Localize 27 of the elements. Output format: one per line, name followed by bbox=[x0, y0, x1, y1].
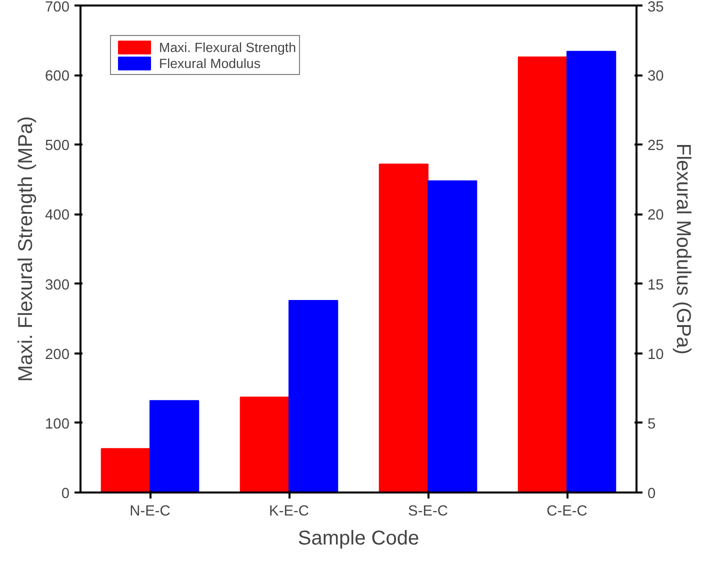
y-tick-label: 100 bbox=[45, 416, 70, 432]
y-tick-label: 300 bbox=[45, 277, 70, 294]
y2-tick-label: 15 bbox=[648, 277, 664, 294]
y-axis-title: Maxi. Flexural Strength (MPa) bbox=[15, 116, 38, 382]
y2-tick-label: 10 bbox=[648, 346, 664, 363]
y2-tick-label: 5 bbox=[648, 416, 656, 432]
legend-label: Flexural Modulus bbox=[159, 55, 260, 71]
bar bbox=[150, 400, 200, 492]
y2-tick-label: 35 bbox=[648, 0, 664, 16]
x-axis-title: Sample Code bbox=[298, 528, 420, 550]
x-tick-label: S-E-C bbox=[408, 504, 448, 520]
y2-axis-title: Flexural Modulus (GPa) bbox=[672, 143, 694, 355]
y-tick-label: 0 bbox=[61, 486, 70, 502]
y2-tick-label: 30 bbox=[648, 68, 664, 85]
y2-tick-label: 0 bbox=[648, 486, 656, 502]
y-tick-label: 200 bbox=[45, 346, 70, 363]
y-tick-label: 500 bbox=[45, 138, 70, 154]
y2-tick-label: 20 bbox=[648, 208, 664, 224]
x-tick-label: C-E-C bbox=[546, 504, 588, 520]
x-tick-label: N-E-C bbox=[130, 504, 171, 520]
y-tick-label: 400 bbox=[45, 208, 70, 224]
bar bbox=[288, 300, 338, 492]
y-tick-label: 700 bbox=[45, 0, 70, 16]
legend-label: Maxi. Flexural Strength bbox=[159, 39, 296, 55]
x-tick-label: K-E-C bbox=[269, 504, 310, 520]
y2-tick-label: 25 bbox=[648, 138, 664, 154]
y-tick-label: 600 bbox=[45, 68, 70, 85]
